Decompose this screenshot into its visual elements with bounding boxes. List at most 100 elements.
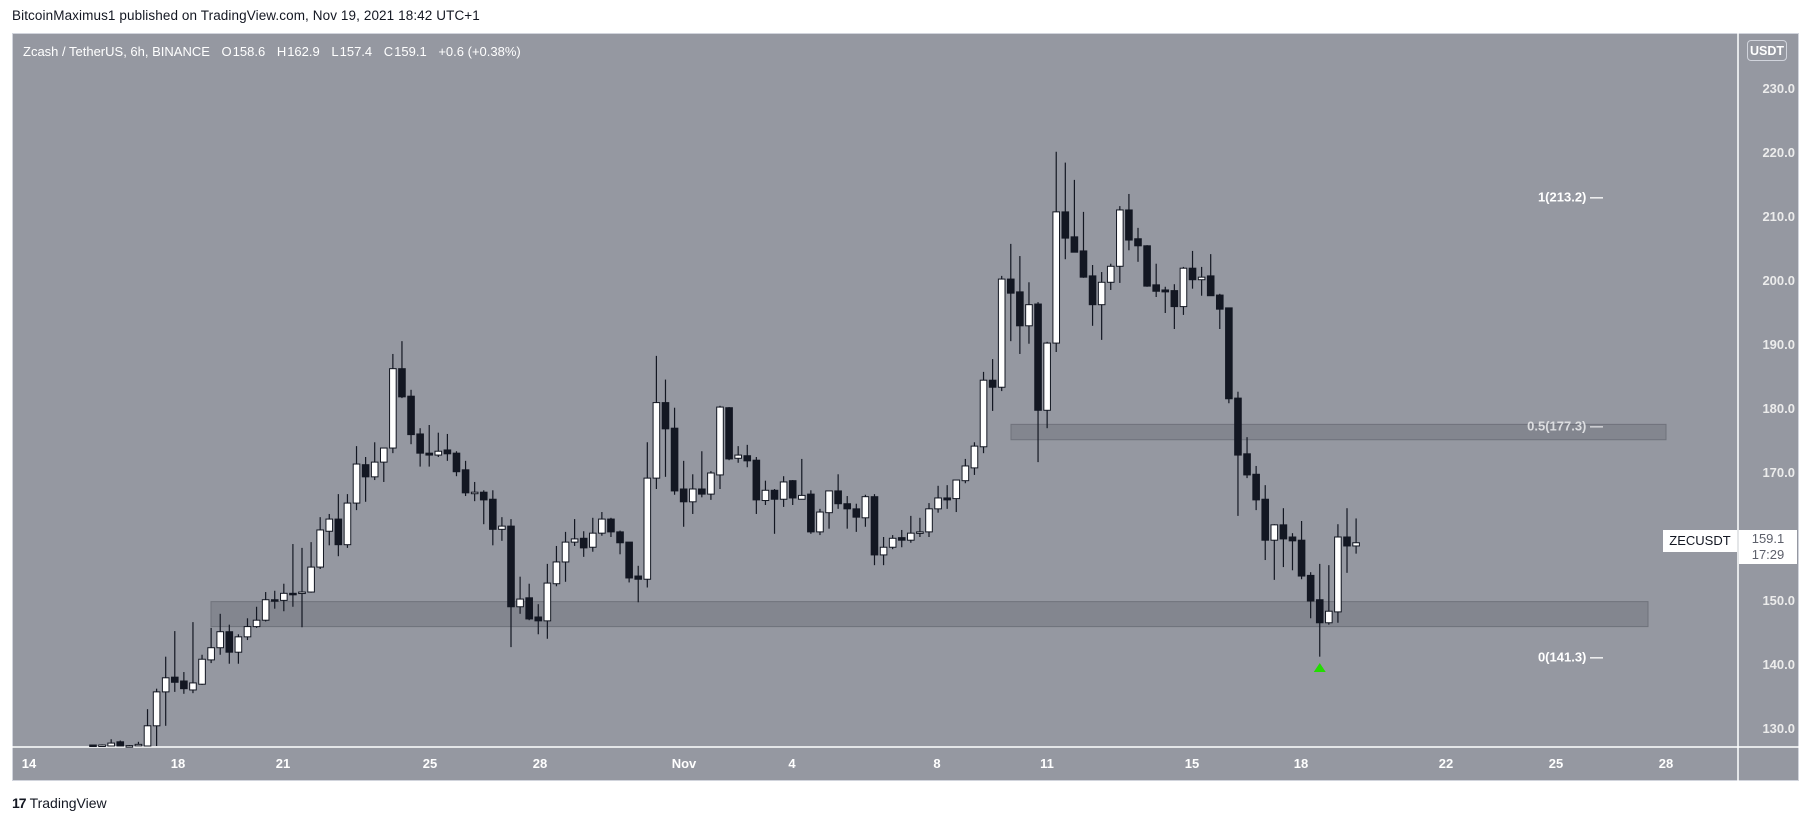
- candle: [134, 741, 143, 747]
- candle: [816, 508, 824, 536]
- candle: [834, 474, 842, 509]
- support-zone[interactable]: [210, 601, 1649, 628]
- candle: [579, 531, 588, 557]
- candle: [152, 688, 161, 746]
- candle: [280, 583, 288, 612]
- candle: [797, 458, 806, 500]
- candle: [1006, 243, 1015, 342]
- candle: [389, 353, 397, 454]
- candle: [1270, 524, 1279, 580]
- time-tick: 25: [422, 756, 438, 771]
- fib-level-label: 0(141.3) —: [1537, 649, 1603, 665]
- currency-badge[interactable]: USDT: [1747, 40, 1787, 61]
- candle: [1215, 293, 1224, 329]
- candle: [843, 496, 852, 529]
- time-tick: 14: [21, 756, 37, 771]
- candle: [934, 485, 942, 513]
- candle: [507, 519, 515, 648]
- candle: [1315, 563, 1324, 657]
- candle: [543, 563, 552, 639]
- candle: [916, 517, 924, 537]
- candle: [498, 517, 506, 541]
- candle: [343, 494, 352, 548]
- candle: [807, 490, 815, 534]
- candle: [361, 457, 370, 502]
- candle: [452, 451, 461, 477]
- candle: [1088, 265, 1097, 326]
- low-label: L: [331, 44, 339, 59]
- candle: [180, 672, 188, 694]
- candle: [943, 485, 951, 509]
- candle: [1116, 206, 1124, 283]
- candle: [479, 490, 488, 525]
- candle: [243, 618, 252, 641]
- price-tick: 130.0: [1762, 721, 1795, 736]
- candle: [1125, 193, 1133, 251]
- price-zones: [210, 423, 1667, 628]
- time-tick: 21: [275, 756, 291, 771]
- high-value: 162.9: [287, 44, 320, 59]
- candle: [707, 471, 715, 500]
- candle: [298, 547, 306, 628]
- tradingview-branding[interactable]: 17 TradingView: [12, 795, 107, 811]
- candle: [679, 460, 688, 527]
- close-value: 159.1: [394, 44, 427, 59]
- candle: [1197, 266, 1206, 296]
- price-tick: 230.0: [1762, 81, 1795, 96]
- candle: [1279, 508, 1288, 568]
- candle: [216, 613, 225, 655]
- candle: [616, 530, 624, 555]
- candle: [1079, 211, 1088, 278]
- candle: [289, 544, 297, 607]
- candle: [261, 592, 270, 622]
- candle: [370, 442, 379, 481]
- candle: [1061, 162, 1070, 260]
- candle: [1143, 245, 1151, 287]
- candlestick-series: [89, 151, 1360, 748]
- candle: [907, 515, 915, 543]
- candle: [761, 480, 770, 505]
- brand-name: TradingView: [29, 795, 107, 811]
- candle: [107, 739, 115, 747]
- candle: [588, 517, 597, 552]
- candle: [716, 405, 724, 489]
- candle: [443, 433, 452, 461]
- candle: [1179, 266, 1188, 315]
- candle: [1325, 565, 1333, 625]
- candle: [1106, 263, 1115, 290]
- candle: [743, 444, 752, 468]
- candle: [870, 494, 879, 566]
- candle: [961, 458, 970, 484]
- tradingview-logo-icon: 17: [12, 795, 27, 811]
- candle: [534, 604, 543, 635]
- time-tick: 15: [1184, 756, 1200, 771]
- candle: [979, 371, 988, 454]
- candle: [1188, 250, 1197, 289]
- time-tick: 25: [1548, 756, 1564, 771]
- candle: [552, 545, 561, 587]
- candle: [143, 709, 152, 747]
- candle: [516, 576, 524, 614]
- candle: [425, 425, 434, 467]
- price-tick: 210.0: [1762, 209, 1795, 224]
- resistance-zone[interactable]: [1010, 423, 1667, 441]
- candle: [652, 355, 661, 489]
- candle: [89, 744, 97, 747]
- candle: [307, 542, 315, 593]
- candle: [879, 537, 888, 566]
- price-tick: 140.0: [1762, 657, 1795, 672]
- last-price-value: 159.1: [1751, 531, 1785, 546]
- candle: [225, 624, 234, 664]
- candle: [661, 379, 670, 477]
- candle: [398, 341, 406, 399]
- candle: [1070, 179, 1079, 253]
- candle: [352, 446, 361, 511]
- candle: [1288, 533, 1297, 571]
- candle: [952, 479, 961, 513]
- candle: [570, 519, 579, 546]
- low-value: 157.4: [339, 44, 373, 59]
- time-tick: Nov: [671, 756, 697, 771]
- symbol-price-tag: ZECUSDT: [1663, 530, 1737, 552]
- candle: [1343, 508, 1351, 573]
